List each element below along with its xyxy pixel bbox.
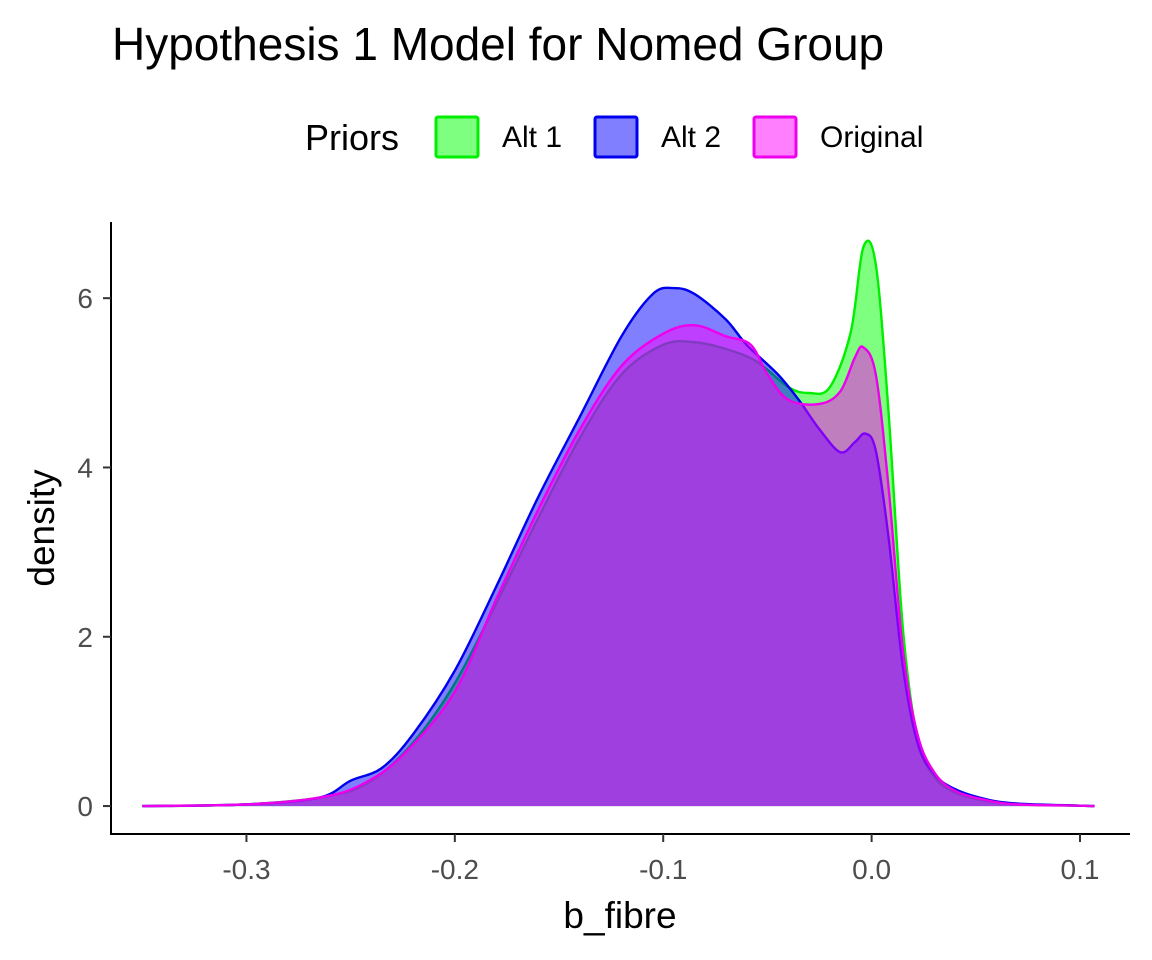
y-axis-title: density (21, 469, 62, 587)
x-tick-label: -0.1 (639, 854, 687, 885)
x-axis-title: b_fibre (563, 895, 676, 936)
chart-title: Hypothesis 1 Model for Nomed Group (112, 18, 884, 70)
x-tick-label: -0.3 (222, 854, 270, 885)
series-layer (142, 239, 1095, 808)
x-tick-label: -0.2 (431, 854, 479, 885)
x-tick-label: 0.1 (1061, 854, 1100, 885)
y-tick-label: 6 (77, 283, 93, 314)
legend-key-alt-2 (593, 115, 639, 159)
legend-label-original: Original (820, 121, 923, 154)
legend-key-alt-1 (434, 115, 480, 159)
x-axis-ticks: -0.3 -0.2 -0.1 0.0 0.1 (222, 834, 1099, 885)
y-tick-label: 2 (77, 622, 93, 653)
y-tick-label: 4 (77, 452, 93, 483)
legend-key-original (752, 115, 798, 159)
x-tick-label: 0.0 (852, 854, 891, 885)
density-area-original (142, 325, 1095, 807)
legend-title: Priors (305, 117, 399, 158)
y-axis-ticks: 0 2 4 6 (77, 283, 111, 822)
legend: Priors Alt 1 Alt 2 Original (305, 115, 923, 159)
legend-label-alt-2: Alt 2 (661, 121, 721, 154)
y-tick-label: 0 (77, 791, 93, 822)
density-line-original (142, 324, 1095, 808)
legend-label-alt-1: Alt 1 (502, 121, 562, 154)
